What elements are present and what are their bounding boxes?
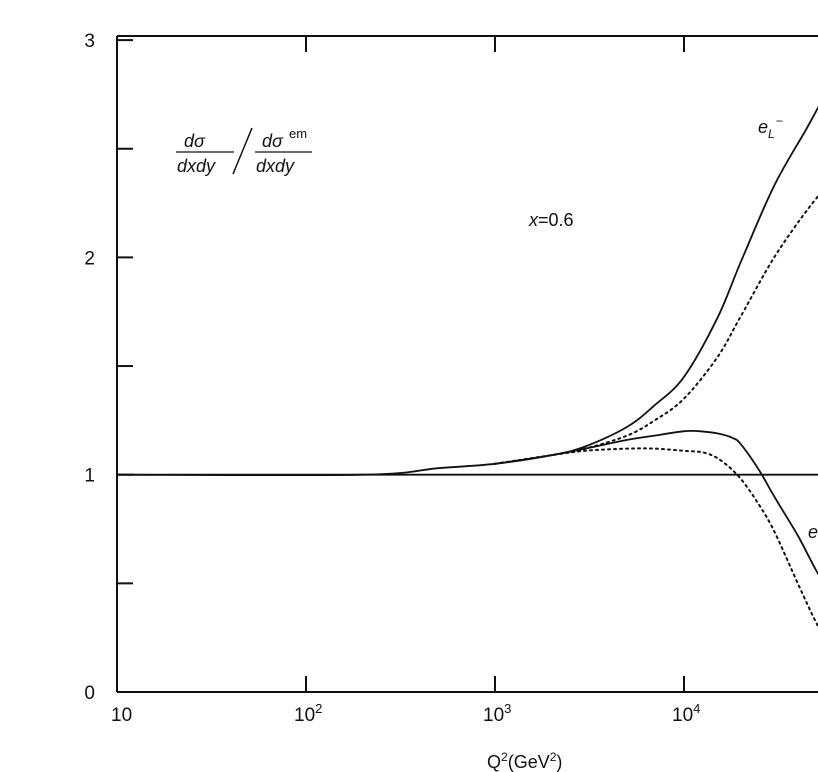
curve-label-eL-minus: eL− (758, 114, 783, 141)
series-1-dotted-line (494, 194, 818, 465)
y-tick-label-2: 2 (84, 248, 95, 269)
x-axis-title: Q2(GeV2) (487, 750, 562, 772)
y-axis-label: dσ dxdy dσ em dxdy (176, 126, 312, 176)
series-group (116, 105, 818, 629)
y-tick-label-3: 3 (84, 31, 95, 52)
tick-labels: 0 1 2 3 10 102 103 104 (84, 31, 700, 726)
y-label-numerator-2-sup: em (289, 126, 307, 141)
y-label-numerator-2: dσ (262, 131, 284, 151)
series-0-solid-line (116, 105, 818, 477)
x-tick-label: 104 (672, 701, 700, 726)
x-tick-label: 10 (111, 705, 132, 726)
x-tick-label: 103 (483, 701, 511, 726)
series-2-solid-line (494, 429, 818, 576)
x-value-annotation: x=0.6 (528, 210, 574, 230)
series-3-dotted-line (494, 447, 818, 629)
y-label-denominator-2: dxdy (256, 156, 295, 176)
y-label-slash (232, 127, 253, 175)
y-tick-label-0: 0 (84, 683, 95, 704)
y-label-denominator-1: dxdy (177, 156, 216, 176)
y-label-numerator-1: dσ (184, 131, 206, 151)
x-tick-label: 102 (294, 701, 322, 726)
y-tick-label-1: 1 (84, 466, 95, 487)
curve-label-e: e (808, 522, 818, 542)
